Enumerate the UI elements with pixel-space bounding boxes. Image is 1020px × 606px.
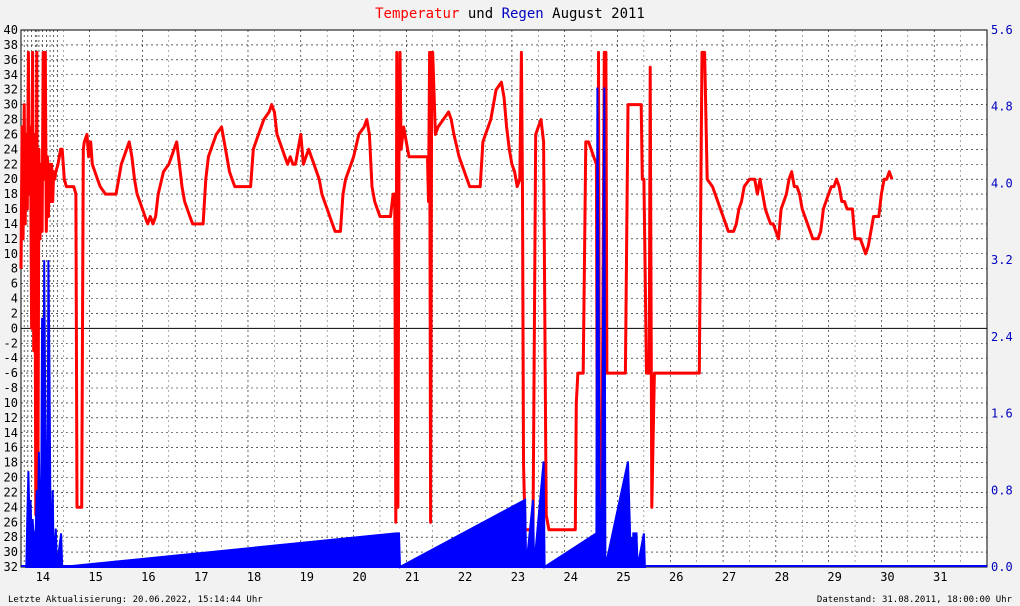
left-tick-label: 14 — [4, 426, 18, 440]
left-tick-label: 32 — [4, 560, 18, 574]
left-tick-label: 28 — [4, 530, 18, 544]
left-tick-label: 6 — [11, 277, 18, 291]
x-tick-label: 15 — [88, 570, 102, 584]
title-part-und: und — [459, 6, 501, 22]
left-tick-label: 36 — [4, 53, 18, 67]
left-tick-label: 0 — [11, 321, 18, 335]
x-tick-label: 30 — [880, 570, 894, 584]
left-tick-label: 18 — [4, 456, 18, 470]
left-tick-label: 24 — [4, 142, 18, 156]
x-tick-label: 17 — [194, 570, 208, 584]
right-tick-label: 2.4 — [991, 330, 1013, 344]
chart-title: Temperatur und Regen August 2011 — [375, 6, 645, 22]
x-tick-label: 31 — [933, 570, 947, 584]
left-tick-label: 12 — [4, 411, 18, 425]
left-tick-label: 26 — [4, 127, 18, 141]
title-part-temperature: Temperatur — [375, 6, 459, 22]
left-tick-label: 14 — [4, 217, 18, 231]
last-update-text: Letzte Aktualisierung: 20.06.2022, 15:14… — [8, 595, 263, 605]
x-tick-label: 27 — [722, 570, 736, 584]
left-tick-label: 32 — [4, 83, 18, 97]
left-tick-label: 20 — [4, 471, 18, 485]
left-tick-label: 30 — [4, 98, 18, 112]
left-tick-label: 40 — [4, 23, 18, 37]
right-tick-label: 0.0 — [991, 560, 1013, 574]
right-tick-label: 3.2 — [991, 253, 1013, 267]
left-tick-label: 20 — [4, 172, 18, 186]
x-tick-label: 29 — [827, 570, 841, 584]
left-tick-label: 22 — [4, 157, 18, 171]
left-tick-label: -8 — [4, 381, 18, 395]
title-part-regen: Regen — [502, 6, 544, 22]
left-tick-label: 4 — [11, 292, 18, 306]
series-rain — [25, 87, 646, 569]
left-tick-label: 16 — [4, 441, 18, 455]
x-tick-label: 22 — [458, 570, 472, 584]
right-tick-label: 0.8 — [991, 483, 1013, 497]
left-axis-ticks: 4038363432302826242220181614121086420-2-… — [4, 23, 18, 574]
x-axis-ticks: 14 15 16 17 18 19 20 21 22 23 24 25 26 27 28 29 30 31 — [36, 570, 948, 584]
left-tick-label: 34 — [4, 68, 18, 82]
left-tick-label: 38 — [4, 38, 18, 52]
x-tick-label: 19 — [300, 570, 314, 584]
x-tick-label: 23 — [511, 570, 525, 584]
left-tick-label: 10 — [4, 247, 18, 261]
left-tick-label: 24 — [4, 500, 18, 514]
left-tick-label: -2 — [4, 336, 18, 350]
x-tick-label: 24 — [563, 570, 577, 584]
right-tick-label: 5.6 — [991, 23, 1013, 37]
x-tick-label: 28 — [775, 570, 789, 584]
left-tick-label: 10 — [4, 396, 18, 410]
grid — [21, 29, 987, 568]
x-tick-label: 26 — [669, 570, 683, 584]
left-tick-label: 16 — [4, 202, 18, 216]
left-tick-label: 30 — [4, 545, 18, 559]
left-tick-label: 8 — [11, 262, 18, 276]
x-tick-label: 21 — [405, 570, 419, 584]
left-tick-label: -6 — [4, 366, 18, 380]
left-tick-label: 12 — [4, 232, 18, 246]
title-part-month: August 2011 — [544, 6, 645, 22]
left-tick-label: 22 — [4, 485, 18, 499]
left-tick-label: -4 — [4, 351, 18, 365]
left-tick-label: 2 — [11, 306, 18, 320]
x-tick-label: 20 — [352, 570, 366, 584]
series-layer — [19, 50, 987, 569]
right-tick-label: 1.6 — [991, 407, 1013, 421]
x-tick-label: 14 — [36, 570, 50, 584]
x-tick-label: 16 — [141, 570, 155, 584]
right-axis-ticks: 5.6 4.8 4.0 3.2 2.4 1.6 0.8 0.0 — [991, 23, 1013, 574]
x-tick-label: 25 — [616, 570, 630, 584]
left-tick-label: 18 — [4, 187, 18, 201]
left-tick-label: 26 — [4, 515, 18, 529]
series-temperature — [19, 50, 894, 539]
right-tick-label: 4.0 — [991, 176, 1013, 190]
left-tick-label: 28 — [4, 113, 18, 127]
data-state-text: Datenstand: 31.08.2011, 18:00:00 Uhr — [817, 595, 1013, 605]
x-tick-label: 18 — [247, 570, 261, 584]
right-tick-label: 4.8 — [991, 100, 1013, 114]
